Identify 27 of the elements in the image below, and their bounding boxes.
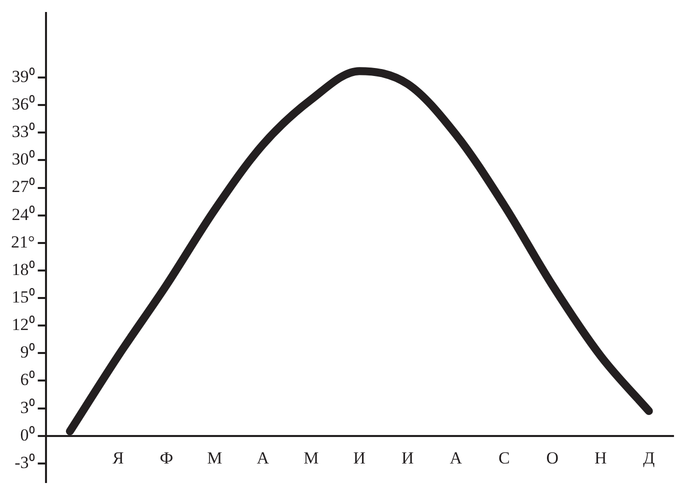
x-tick-label: М	[207, 448, 222, 468]
x-tick-label: И	[353, 448, 366, 468]
y-tick-label: 33⁰	[12, 122, 35, 142]
x-tick-label: М	[304, 448, 319, 468]
x-tick-label: Д	[643, 448, 656, 468]
y-tick-label: 30⁰	[12, 150, 35, 169]
x-tick-label: А	[256, 448, 270, 468]
y-tick-label: 18⁰	[12, 260, 35, 279]
y-tick-label: -3⁰	[14, 452, 35, 472]
y-tick-label: 9⁰	[20, 342, 35, 362]
y-tick-label: 15⁰	[12, 288, 35, 307]
y-tick-label: 6⁰	[20, 370, 35, 390]
x-tick-label: Ф	[160, 448, 174, 468]
x-tick-label: С	[498, 448, 510, 468]
y-tick-label: 24⁰	[12, 204, 35, 224]
x-tick-label: И	[402, 448, 414, 468]
y-tick-label: 21°	[10, 232, 35, 252]
y-tick-label: 3⁰	[20, 398, 35, 417]
y-tick-label: 36⁰	[12, 94, 35, 114]
y-tick-label: 27⁰	[12, 177, 35, 196]
x-tick-label: А	[450, 448, 463, 468]
x-tick-label: Н	[594, 448, 607, 468]
y-tick-label: 12⁰	[12, 315, 35, 334]
x-tick-label: О	[546, 448, 559, 468]
y-tick-label: 39⁰	[12, 66, 35, 86]
x-tick-label: Я	[112, 448, 124, 468]
y-tick-label: 0⁰	[20, 425, 35, 444]
